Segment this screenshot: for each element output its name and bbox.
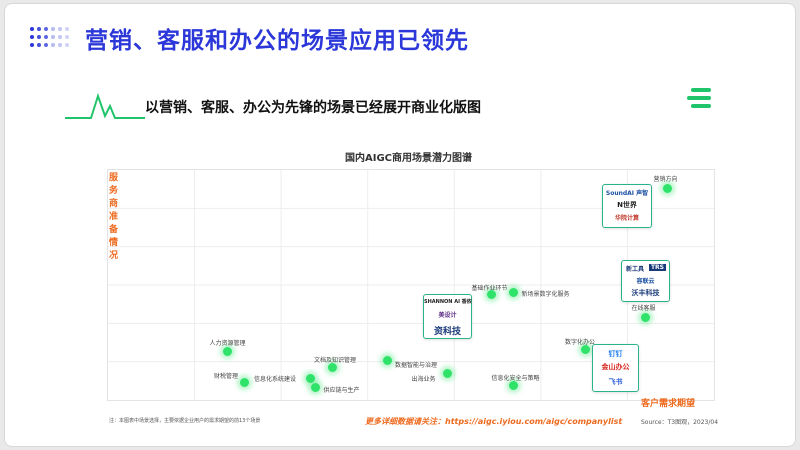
more-data-link[interactable]: 更多详细数据请关注：https://aigc.iyiou.com/aigc/co… [365,417,623,426]
decorative-dot [65,27,69,31]
x-axis-label: 客户需求期望 [641,399,696,409]
decorative-dot [51,35,55,39]
vendor-soundai: SoundAI 声智 [605,190,649,197]
footnote: 注：本图表中场景选择，主要依据企业用户的需求期望的前13个场景 [109,418,261,424]
decorative-dot [51,27,55,31]
decorative-dot [58,27,62,31]
decorative-dot [37,43,41,47]
scatter-point [641,312,650,322]
scatter-point [509,288,518,298]
vendor-kingsoft: 金山办公 [601,363,630,371]
office-vendor-card: 钉钉 金山办公 飞书 [592,344,639,392]
decorative-dot [65,35,69,39]
decorative-dot [58,35,62,39]
scatter-point-label: 信息化安全与策略 [491,375,540,383]
scatter-point [311,382,320,392]
vendor-zikeji: 资科技 [433,327,461,337]
scatter-point-label: 人力资源管理 [209,340,246,348]
decorative-dot [30,43,34,47]
scatter-point-label: 文档及知识管理 [314,357,357,365]
page-title: 营销、客服和办公的场景应用已领先 [85,28,469,54]
vendor-huayuan: 华院计算 [614,215,639,222]
marketing-vendor-card: SoundAI 声智 N世界 华院计算 [602,184,652,228]
vendor-dingtalk: 钉钉 [608,350,623,358]
middle-vendor-card: SHANNON AI 香侬 美设计 资科技 [423,294,472,339]
scatter-point [443,369,452,379]
decorative-dot [51,43,55,47]
scatter-point-label: 数字化办公 [565,339,596,347]
scatter-point-label: 出海业务 [411,375,436,383]
vendor-feishu: 飞书 [608,378,623,386]
scatter-point [239,378,249,388]
decorative-dots [30,27,70,57]
decorative-dot [37,27,41,31]
scatter-point-label: 营销方向 [653,175,678,183]
scatter-point [487,290,496,300]
scatter-point [382,355,392,365]
decorative-dot [44,27,48,31]
decorative-dot [30,35,34,39]
decorative-dot [30,27,34,31]
decorative-dot [44,43,48,47]
y-axis-label: 服务商准备情况 [109,173,119,261]
scatter-point [327,362,337,372]
brand-logo-icon [687,88,711,108]
scatter-point [580,344,590,354]
subtitle: 以营销、客服、办公为先锋的场景已经展开商业化版图 [145,100,481,116]
service-vendor-card: 新工具 TRS 容联云 沃丰科技 [621,260,670,302]
decorative-dot [58,43,62,47]
scatter-point [663,184,672,194]
scatter-point [509,380,518,390]
scatter-point-label: 数据智能与治理 [395,362,438,370]
vendor-meisheji: 美设计 [438,312,457,319]
scatter-point-label: 在线客服 [631,305,656,313]
vendor-nworld: N世界 [617,201,637,209]
decorative-dot [37,35,41,39]
vendor-trs: TRS [622,264,669,271]
scatter-point-label: 财税管理 [214,372,239,380]
vendor-shannon: SHANNON AI 香侬 [424,299,472,305]
pulse-line-icon [65,92,145,119]
scatter-point-label: 基础作业环节 [471,284,508,292]
vendor-ronglian: 容联云 [636,278,655,285]
chart-title: 国内AIGC商用场景潜力图谱 [345,153,473,164]
vendor-xingongju: 新工具 [626,266,645,273]
scatter-point-label: 供应链与生产 [323,387,360,395]
source-note: Source：T3图观，2023/04 [641,419,719,426]
vendor-wofeng: 沃丰科技 [631,289,660,297]
scatter-point-label: 信息化系统建设 [254,376,297,384]
scatter-point [223,346,232,356]
slide: 营销、客服和办公的场景应用已领先 以营销、客服、办公为先锋的场景已经展开商业化版… [4,3,796,447]
decorative-dot [44,35,48,39]
decorative-dot [65,43,69,47]
vendor-trs-label: TRS [648,264,666,271]
scatter-point [305,373,315,383]
scatter-point-label: 新场景数字化服务 [521,290,570,298]
